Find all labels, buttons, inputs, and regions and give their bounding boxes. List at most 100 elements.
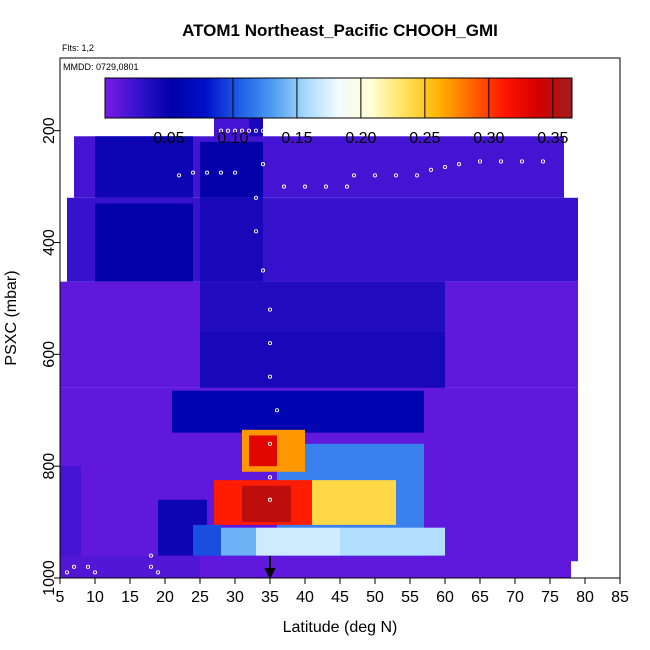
colorbar-tick-label: 0.30 <box>473 130 504 147</box>
flight-track-point <box>302 184 308 189</box>
flight-track-point <box>267 307 273 312</box>
flight-track-point <box>225 128 231 133</box>
x-tick-label: 30 <box>226 589 244 606</box>
flight-track-point <box>267 341 273 346</box>
flight-track-point <box>540 159 546 164</box>
x-tick-label: 55 <box>401 589 419 606</box>
flight-track-point <box>64 570 70 575</box>
heatmap-cell <box>95 136 193 198</box>
flight-track-point <box>239 128 245 133</box>
x-tick-label: 20 <box>156 589 174 606</box>
flight-track-point <box>267 497 273 502</box>
x-tick-label: 75 <box>541 589 559 606</box>
x-axis-label: Latitude (deg N) <box>283 619 398 636</box>
flight-track-point <box>372 173 378 178</box>
y-tick-label: 200 <box>41 117 58 144</box>
flight-track-point <box>232 170 238 175</box>
flight-track-point <box>85 564 91 569</box>
heatmap-cell <box>200 555 571 578</box>
flight-track-point <box>176 173 182 178</box>
chart-title: ATOM1 Northeast_Pacific CHOOH_GMI <box>182 21 498 40</box>
flight-track-point <box>351 173 357 178</box>
heatmap-cell <box>431 443 571 556</box>
heatmap-cells <box>60 111 578 578</box>
heatmap-cell <box>340 527 445 556</box>
x-tick-label: 45 <box>331 589 349 606</box>
flight-track-point <box>148 553 154 558</box>
colorbar-tick-label: 0.10 <box>217 130 248 147</box>
colorbar-tick-label: 0.20 <box>345 130 376 147</box>
flight-track-point <box>232 128 238 133</box>
x-tick-label: 80 <box>576 589 594 606</box>
flight-track-point <box>344 184 350 189</box>
colorbar-gradient <box>104 77 573 119</box>
heatmap-cell <box>200 281 445 332</box>
plot-area <box>59 57 621 579</box>
flight-track-point <box>148 564 154 569</box>
flight-track-point <box>218 128 224 133</box>
latitude-arrow-marker <box>264 556 276 580</box>
x-tick-label: 25 <box>191 589 209 606</box>
flight-track-point <box>442 164 448 170</box>
colorbar-tick-label: 0.25 <box>409 130 440 147</box>
heatmap-cell <box>172 390 424 433</box>
heatmap-cell <box>193 524 221 556</box>
flight-track-point <box>253 229 259 234</box>
heatmap-cell <box>312 480 396 525</box>
flight-track-point <box>155 570 161 575</box>
y-tick-label: 800 <box>41 453 58 480</box>
heatmap-cell <box>249 111 263 142</box>
x-tick-label: 70 <box>506 589 524 606</box>
x-tick-label: 15 <box>121 589 139 606</box>
flight-tracks <box>64 128 546 575</box>
colorbar-tick-label: 0.05 <box>153 130 184 147</box>
flight-track-point <box>204 170 210 175</box>
x-tick-label: 5 <box>56 589 65 606</box>
y-tick-label: 1000 <box>41 560 58 596</box>
flight-track-point <box>92 570 98 575</box>
flight-track-point <box>190 170 196 175</box>
x-tick-label: 65 <box>471 589 489 606</box>
flights-label: Flts: 1,2 <box>62 43 94 53</box>
x-tick-label: 10 <box>86 589 104 606</box>
flight-track-point <box>267 441 273 446</box>
y-axis-label: PSXC (mbar) <box>3 270 20 365</box>
flight-track-point <box>393 173 399 178</box>
heatmap-cell <box>200 141 263 198</box>
heatmap-cell <box>221 527 256 556</box>
heatmap-cell <box>256 527 340 556</box>
flight-track-point <box>267 374 273 379</box>
flight-track-point <box>260 128 266 133</box>
flight-track-point <box>253 195 259 200</box>
y-tick-label: 400 <box>41 229 58 256</box>
x-tick-label: 85 <box>611 589 629 606</box>
flight-track-point <box>260 268 266 273</box>
dates-label: MMDD: 0729,0801 <box>63 62 139 72</box>
flight-track-point <box>267 475 273 480</box>
x-tick-label: 35 <box>261 589 279 606</box>
flight-track-point <box>260 162 266 167</box>
heatmap-cell <box>95 203 193 282</box>
x-tick-label: 60 <box>436 589 454 606</box>
heatmap-cell <box>60 466 81 556</box>
colorbar-tick-label: 0.15 <box>281 130 312 147</box>
heatmap-cell <box>60 555 200 578</box>
x-tick-label: 50 <box>366 589 384 606</box>
flight-track-point <box>498 159 504 164</box>
flight-track-point <box>281 184 287 189</box>
flight-track-point <box>274 408 280 413</box>
flight-track-point <box>414 173 420 178</box>
flight-track-point <box>477 159 483 164</box>
flight-track-point <box>428 167 434 172</box>
flight-track-point <box>456 162 462 167</box>
colorbar-tick-label: 0.35 <box>537 130 568 147</box>
heatmap-cell <box>249 435 277 467</box>
flight-track-point <box>519 159 525 164</box>
axes: 5 10 15 20 25 30 35 40 45 50 55 60 65 70 75 80 85 200 400 6… <box>41 117 629 606</box>
flight-track-point <box>246 128 252 133</box>
flight-track-point <box>71 564 77 569</box>
heatmap-cell <box>200 197 263 282</box>
flight-track-point <box>253 128 259 133</box>
heatmap-cell <box>242 485 291 523</box>
